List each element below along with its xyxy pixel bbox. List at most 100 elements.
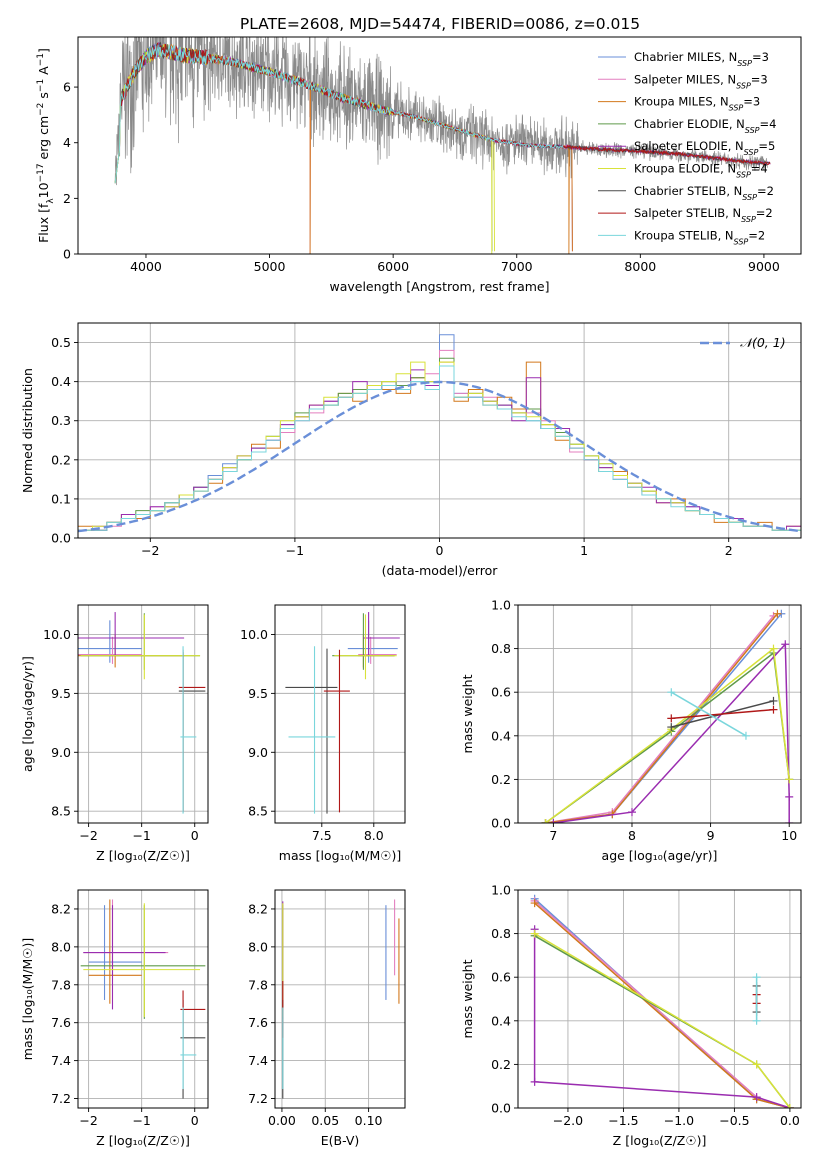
y-tick-label: 0.8	[491, 926, 511, 941]
histogram-series-6	[78, 365, 801, 538]
normal-curve	[78, 380, 799, 533]
y-tick-label: 0.1	[51, 491, 71, 506]
weight-marker	[769, 696, 778, 705]
errorbar-point	[358, 636, 397, 664]
y-tick-label: 8.5	[248, 804, 268, 819]
weight-series-3	[545, 651, 790, 823]
y-tick-label: 0	[63, 247, 71, 262]
legend-label: Kroupa ELODIE, NSSP=4	[634, 162, 768, 180]
x-tick-label: 1	[580, 543, 588, 558]
errorbar-point	[180, 999, 206, 1099]
weight-marker	[752, 1016, 761, 1025]
plot-area	[541, 609, 794, 823]
errorbar-point	[180, 1007, 197, 1090]
weight-series-5	[545, 647, 790, 823]
y-tick-label: 0.6	[491, 685, 511, 700]
errorbar-point	[83, 905, 166, 1010]
legend-label: Salpeter ELODIE, NSSP=5	[634, 139, 775, 157]
plot-area	[78, 612, 206, 814]
legend: Chabrier MILES, NSSP=3 Salpeter MILES, NS…	[598, 50, 776, 246]
x-tick-label: 9000	[748, 259, 780, 274]
model-line-kroupa_stelib	[114, 44, 564, 184]
y-tick-label: 0.5	[51, 335, 71, 350]
y-axis-label: Flux [fλ10−17 erg cm−2 s−1 A−1]	[36, 48, 56, 243]
errorbar-point	[80, 614, 201, 680]
x-axis-label: Z [log₁₀(Z/Z☉)]	[96, 1133, 190, 1148]
y-tick-label: 8.5	[51, 804, 71, 819]
panel-age_vs_weight: 7 8 9 10 0.0 0.2 0.4 0.6 0.8 1.0 age [log₁₀(age/yr…	[460, 598, 802, 863]
plot-area	[282, 899, 400, 1099]
legend-label: Chabrier ELODIE, NSSP=4	[634, 117, 776, 134]
y-tick-label: 0.0	[51, 531, 71, 546]
y-tick-label: 0.4	[51, 374, 71, 389]
errorbar-point	[347, 620, 398, 663]
x-tick-label: 0.05	[311, 1113, 339, 1128]
x-tick-label: −2.0	[553, 1113, 583, 1128]
errorbar-point	[180, 646, 197, 814]
weight-marker	[769, 644, 778, 653]
y-tick-label: 8.0	[248, 939, 268, 954]
weight-marker	[627, 808, 636, 817]
x-axis-label: Z [log₁₀(Z/Z☉)]	[96, 848, 190, 863]
x-tick-label: −2	[79, 1113, 97, 1128]
y-tick-label: 8.0	[51, 939, 71, 954]
y-tick-label: 0.8	[491, 641, 511, 656]
y-tick-label: 7.6	[248, 1015, 268, 1030]
x-axis-label: E(B-V)	[321, 1133, 360, 1148]
y-tick-label: 0.6	[491, 970, 511, 985]
weight-marker	[752, 1060, 761, 1069]
weight-marker	[785, 819, 794, 823]
errorbar-point	[334, 614, 397, 680]
weight-series-1	[534, 900, 791, 1108]
x-tick-label: 6000	[377, 259, 409, 274]
weight-marker	[549, 819, 558, 823]
x-tick-label: 0.0	[780, 1113, 800, 1128]
x-tick-label: −1.5	[608, 1113, 638, 1128]
plot-area	[285, 612, 400, 814]
errorbar-point	[288, 646, 336, 814]
y-axis-label: mass weight	[460, 959, 475, 1038]
legend-label: Chabrier MILES, NSSP=3	[634, 50, 769, 68]
panel-residuals: −2 −1 0 1 2 0.0 0.1 0.2 0.3 0.4 0.5 (data-model)/er…	[20, 322, 802, 578]
y-tick-label: 1.0	[491, 883, 511, 898]
axes-frame	[274, 889, 406, 1109]
weight-marker	[667, 723, 676, 732]
x-tick-label: 4000	[130, 259, 162, 274]
weight-series-0	[534, 898, 791, 1108]
x-tick-label: 8	[628, 828, 636, 843]
x-tick-label: 7.5	[312, 828, 332, 843]
weight-marker	[773, 609, 782, 618]
axes-frame	[274, 604, 406, 824]
x-tick-label: −2	[141, 543, 159, 558]
weight-series-4	[533, 929, 791, 1108]
x-axis-label: Z [log₁₀(Z/Z☉)]	[613, 1133, 707, 1148]
legend-label: Salpeter MILES, NSSP=3	[634, 72, 768, 90]
axes-frame	[77, 36, 802, 255]
y-tick-label: 0.0	[491, 1101, 511, 1116]
weight-marker	[530, 1077, 539, 1086]
y-axis-label: mass weight	[460, 674, 475, 753]
y-tick-label: 0.3	[51, 413, 71, 428]
y-axis-label: mass [log₁₀(M/M☉)]	[20, 938, 35, 1060]
y-tick-label: 10.0	[240, 627, 268, 642]
axes-frame	[517, 889, 802, 1109]
y-tick-label: 10.0	[43, 627, 71, 642]
legend-label: Kroupa MILES, NSSP=3	[634, 95, 760, 113]
panel-spectrum: 4000 5000 6000 7000 8000 9000 0 2 4 6 wavelength […	[36, 36, 802, 294]
panel-z_vs_weight: −2.0 −1.5 −1.0 −0.5 0.0 0.0 0.2 0.4 0.6 0.8 1.0 Z […	[460, 883, 802, 1148]
plot-area	[114, 37, 771, 254]
plot-area	[530, 894, 794, 1108]
y-tick-label: 0.4	[491, 1013, 511, 1028]
x-tick-label: 5000	[254, 259, 286, 274]
x-tick-label: 0.10	[355, 1113, 383, 1128]
y-axis-label: age [log₁₀(age/yr)]	[20, 656, 35, 772]
y-tick-label: 8.2	[51, 901, 71, 916]
y-tick-label: 7.4	[248, 1053, 268, 1068]
x-tick-label: −0.5	[719, 1113, 749, 1128]
weight-marker	[785, 775, 794, 784]
y-tick-label: 7.2	[51, 1091, 71, 1106]
errorbar-point	[78, 634, 185, 668]
y-tick-label: 4	[63, 135, 71, 150]
y-tick-label: 7.8	[248, 977, 268, 992]
